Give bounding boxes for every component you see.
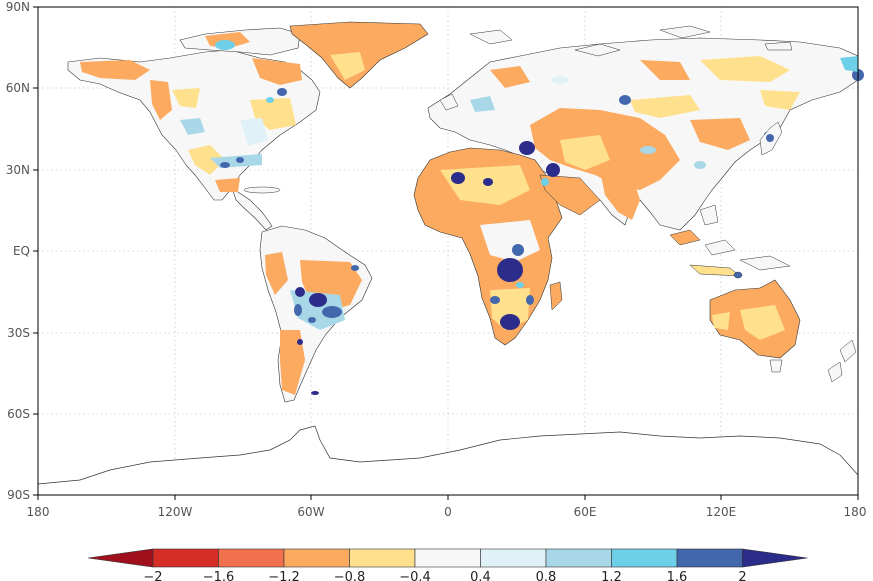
colorbar-tick-label: 1.2	[601, 570, 622, 581]
colorbar-tick-label: 0.8	[536, 570, 557, 581]
colorbar-tick-label: 0.4	[470, 570, 491, 581]
x-axis-labels: 180 120W 60W 0 60E 120E 180	[27, 505, 867, 519]
colorbar-tick-label: −0.8	[334, 570, 366, 581]
continent-africa	[413, 147, 563, 346]
greenland	[289, 21, 429, 89]
colorbar-bin	[349, 548, 416, 568]
colorbar-tick-label: −1.2	[268, 570, 300, 581]
colorbar-over-arrow	[742, 548, 808, 568]
y-label-90s: 90S	[7, 488, 30, 502]
x-label-120e: 120E	[706, 505, 737, 519]
colorbar-bin	[283, 548, 350, 568]
colorbar: −2 −1.6 −1.2 −0.8 −0.4 0.4 0.8 1.2 1.6 2	[87, 548, 808, 581]
x-label-60e: 60E	[574, 505, 597, 519]
x-label-60w: 60W	[297, 505, 324, 519]
y-axis-labels: 90N 60N 30N EQ 30S 60S 90S	[6, 0, 30, 502]
colorbar-bin	[545, 548, 612, 568]
continent-south-america	[259, 225, 373, 403]
axis-ticks	[33, 6, 859, 500]
middle-east-anomalies	[519, 141, 601, 216]
arctic-islands	[439, 25, 793, 111]
y-label-eq: EQ	[13, 244, 30, 258]
colorbar-bin	[480, 548, 547, 568]
japan	[759, 121, 783, 156]
continent-australia	[709, 279, 801, 373]
colorbar-tick-label: −0.4	[399, 570, 431, 581]
y-label-60n: 60N	[6, 81, 30, 95]
x-label-120w: 120W	[158, 505, 193, 519]
colorbar-bin	[611, 548, 678, 568]
southeast-asia-islands	[669, 204, 791, 279]
colorbar-tick-label: 1.6	[667, 570, 688, 581]
y-label-30n: 30N	[6, 163, 30, 177]
x-label-180e: 180	[844, 505, 867, 519]
x-label-180w: 180	[27, 505, 50, 519]
colorbar-under-arrow	[87, 548, 154, 568]
colorbar-bin	[152, 548, 219, 568]
colorbar-tick-label: −2	[143, 570, 162, 581]
colorbar-tick-label: 2	[738, 570, 746, 581]
colorbar-tick-label: −1.6	[203, 570, 235, 581]
continent-eurasia	[427, 37, 864, 231]
colorbar-bin	[676, 548, 743, 568]
y-label-60s: 60S	[7, 407, 30, 421]
y-label-30s: 30S	[7, 326, 30, 340]
new-zealand	[827, 339, 857, 383]
y-label-90n: 90N	[6, 0, 30, 14]
colorbar-bin	[218, 548, 285, 568]
antarctica	[37, 425, 859, 496]
x-label-0: 0	[444, 505, 452, 519]
continent-north-america	[67, 27, 321, 231]
colorbar-bin	[414, 548, 481, 568]
